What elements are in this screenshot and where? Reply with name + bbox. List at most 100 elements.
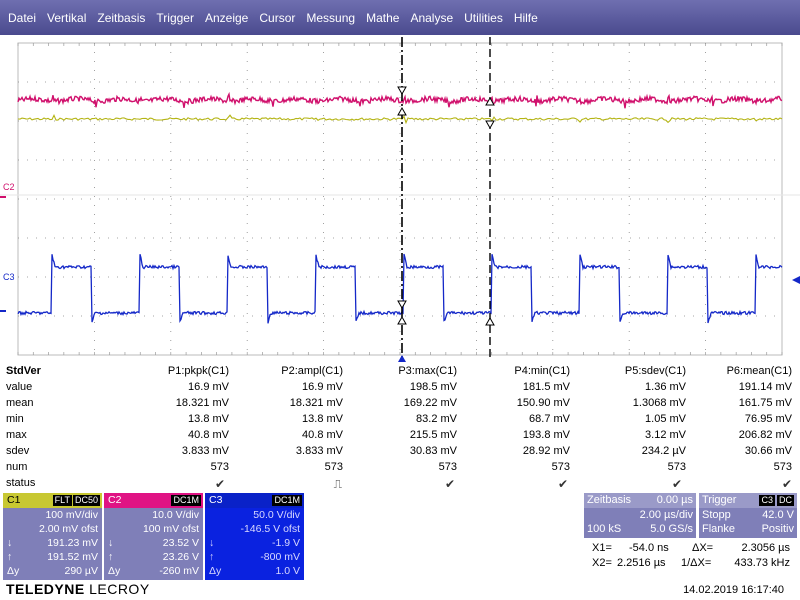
dx-label: ΔX= [692,542,714,554]
cursor-readout: X1= -54.0 ns ΔX= 2.3056 µs X2= 2.2516 µs… [584,540,798,572]
delta-y-value: -260 mV [159,565,199,577]
x1-label: X1= [592,542,612,554]
meas-title[interactable]: StdVer [6,365,41,377]
meas-row-label: min [6,413,24,425]
meas-cell: 573 [210,461,229,473]
meas-row-label: sdev [6,445,30,457]
menu-utilities[interactable]: Utilities [464,10,503,25]
meas-row-status: status ✔ ⎍ ✔ ✔ ✔ ✔ [0,477,800,493]
volts-per-div: 100 mV/div [45,509,98,521]
meas-col-p3[interactable]: P3:max(C1) [398,365,457,377]
meas-cell: 18.321 mV [175,397,229,409]
menu-analyse[interactable]: Analyse [410,10,454,25]
meas-col-p5[interactable]: P5:sdev(C1) [624,365,686,377]
timebase-rate: 5.0 GS/s [650,523,693,535]
trace-c3 [17,253,783,324]
cursor1-value: 191.23 mV [47,537,98,549]
meas-cell: 150.90 mV [516,397,570,409]
meas-cell: 573 [551,461,570,473]
menu-zeitbasis[interactable]: Zeitbasis [97,10,146,25]
meas-cell: 40.8 mV [302,429,343,441]
meas-cell: 573 [324,461,343,473]
channel-name: C1 [7,494,21,506]
menu-mathe[interactable]: Mathe [366,10,400,25]
offset: 2.00 mV ofst [39,523,98,535]
volts-per-div: 10.0 V/div [152,509,199,521]
channel-c1-descriptor[interactable]: C1 FLT DC50 100 mV/div 2.00 mV ofst ↓ 191… [3,493,102,580]
cursor-down-icon: ↓ [7,537,13,549]
x2-label: X2= [592,557,612,569]
cursor-x2-markers [485,96,495,326]
meas-col-p4[interactable]: P4:min(C1) [514,365,570,377]
channel-c3-descriptor[interactable]: C3 DC1M 50.0 V/div -146.5 V ofst ↓ -1.9 V… [205,493,304,580]
timestamp: 14.02.2019 16:17:40 [683,584,784,596]
meas-cell: 16.9 mV [188,381,229,393]
timebase-samples: 100 kS [587,523,622,535]
offset: 100 mV ofst [142,523,199,535]
menu-messung[interactable]: Messung [306,10,356,25]
delta-y-label: Δy [209,565,222,577]
trace-c1 [17,113,783,125]
menu-vertikal[interactable]: Vertikal [47,10,87,25]
meas-row-label: num [6,461,28,473]
trigger-type: Flanke [702,523,736,535]
meas-cell: 191.14 mV [738,381,792,393]
waveform-display[interactable]: C2 C3 [0,35,800,362]
cursor1-value: -1.9 V [271,537,300,549]
meas-cell: 28.92 mV [522,445,570,457]
cursor2-value: -800 mV [260,551,300,563]
meas-row-label: status [6,477,36,489]
menu-trigger[interactable]: Trigger [156,10,194,25]
trigger-level: 42.0 V [762,509,794,521]
status-ok-icon: ✔ [214,477,225,491]
meas-cell: 30.83 mV [409,445,457,457]
brand-sub: LECROY [89,581,150,597]
c3-label: C3 [3,272,15,282]
meas-col-p2[interactable]: P2:ampl(C1) [281,365,343,377]
menu-bar: Datei Vertikal Zeitbasis Trigger Anzeige… [0,0,800,35]
menu-cursor[interactable]: Cursor [259,10,296,25]
meas-cell: 3.833 mV [295,445,343,457]
delta-y-value: 1.0 V [275,565,300,577]
menu-hilfe[interactable]: Hilfe [513,10,538,25]
meas-cell: 169.22 mV [403,397,457,409]
menu-datei[interactable]: Datei [8,10,37,25]
x1-value: -54.0 ns [629,542,669,554]
meas-row-label: mean [6,397,34,409]
meas-col-p1[interactable]: P1:pkpk(C1) [167,365,229,377]
status-ok-icon: ✔ [444,477,455,491]
meas-cell: 68.7 mV [529,413,570,425]
meas-cell: 1.05 mV [645,413,686,425]
meas-row-min: min 13.8 mV 13.8 mV 83.2 mV 68.7 mV 1.05… [0,413,800,429]
dx-value: 2.3056 µs [741,542,790,554]
meas-cell: 161.75 mV [738,397,792,409]
meas-col-p6[interactable]: P6:mean(C1) [726,365,792,377]
meas-row-label: value [6,381,33,393]
x2-value: 2.2516 µs [617,557,666,569]
meas-cell: 215.5 mV [409,429,457,441]
meas-cell: 3.12 mV [645,429,686,441]
meas-cell: 16.9 mV [302,381,343,393]
trigger-descriptor[interactable]: Trigger C3 DC Stopp 42.0 V Flanke Positi… [699,493,797,538]
cursor2-value: 191.52 mV [47,551,98,563]
meas-cell: 573 [438,461,457,473]
channel-c2-descriptor[interactable]: C2 DC1M 10.0 V/div 100 mV ofst ↓ 23.52 V … [104,493,203,580]
timebase-header [584,493,696,508]
meas-cell: 40.8 mV [188,429,229,441]
brand-main: TELEDYNE [6,581,85,597]
meas-row-max: max 40.8 mV 40.8 mV 215.5 mV 193.8 mV 3.… [0,429,800,445]
meas-cell: 30.66 mV [744,445,792,457]
meas-cell: 18.321 mV [289,397,343,409]
trigger-level-marker[interactable] [792,276,800,284]
meas-header-row: StdVer P1:pkpk(C1) P2:ampl(C1) P3:max(C1… [0,365,800,381]
meas-cell: 181.5 mV [522,381,570,393]
timebase-descriptor[interactable]: Zeitbasis 0.00 µs 2.00 µs/div 100 kS 5.0… [584,493,696,538]
menu-anzeige[interactable]: Anzeige [204,10,249,25]
meas-cell: 193.8 mV [522,429,570,441]
cursor-up-icon: ↑ [7,551,13,563]
meas-cell: 3.833 mV [181,445,229,457]
meas-cell: 13.8 mV [188,413,229,425]
meas-cell: 234.2 µV [641,445,686,457]
timebase-delay: 0.00 µs [656,494,693,506]
meas-cell: 198.5 mV [409,381,457,393]
